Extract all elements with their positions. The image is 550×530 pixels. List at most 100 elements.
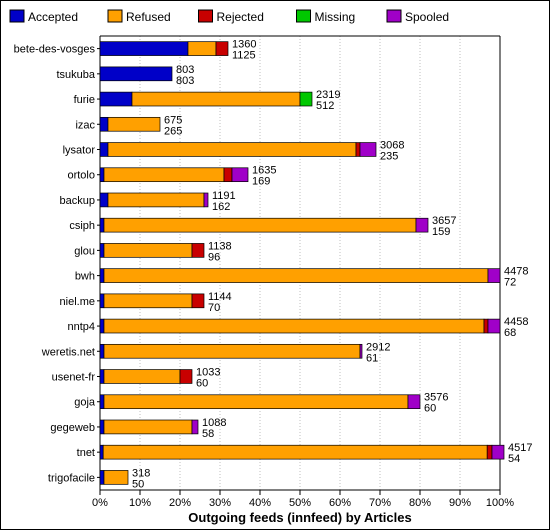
bar-segment-refused: [188, 42, 216, 56]
value-articles: 72: [504, 277, 516, 289]
bar-segment-refused: [104, 218, 416, 232]
value-articles: 68: [504, 327, 516, 339]
x-tick-label: 10%: [129, 497, 151, 509]
bar-segment-spooled: [408, 395, 420, 409]
value-articles: 169: [252, 176, 270, 188]
legend-swatch-rejected: [199, 10, 213, 22]
x-tick-label: 100%: [486, 497, 514, 509]
bar-segment-accepted: [100, 294, 104, 308]
value-articles: 61: [366, 352, 378, 364]
bar-segment-rejected: [192, 243, 204, 257]
x-tick-label: 60%: [329, 497, 351, 509]
bar-segment-refused: [103, 445, 487, 459]
value-articles: 58: [202, 428, 214, 440]
category-label: goja: [74, 397, 96, 409]
category-label: glou: [74, 245, 95, 257]
bar-segment-spooled: [204, 193, 208, 207]
bar-segment-spooled: [488, 269, 500, 283]
value-articles: 159: [432, 226, 450, 238]
category-label: tnet: [77, 447, 95, 459]
legend-label: Refused: [126, 10, 171, 24]
category-label: bete-des-vosges: [14, 44, 96, 56]
category-label: trigofacile: [48, 472, 95, 484]
x-axis-title: Outgoing feeds (innfeed) by Articles: [188, 510, 411, 525]
bar-segment-rejected: [484, 319, 488, 333]
category-label: gegeweb: [50, 422, 95, 434]
bar-segment-refused: [104, 168, 224, 182]
legend-label: Missing: [315, 10, 356, 24]
value-articles: 70: [208, 302, 220, 314]
bar-segment-rejected: [487, 445, 492, 459]
category-label: backup: [60, 195, 95, 207]
x-tick-label: 90%: [449, 497, 471, 509]
legend-swatch-spooled: [387, 10, 401, 22]
bar-segment-refused: [104, 319, 484, 333]
x-tick-label: 20%: [169, 497, 191, 509]
value-articles: 265: [164, 125, 182, 137]
bar-segment-accepted: [100, 193, 108, 207]
bar-segment-accepted: [100, 445, 103, 459]
value-articles: 803: [176, 75, 194, 87]
bar-segment-spooled: [488, 319, 500, 333]
legend-swatch-accepted: [10, 10, 24, 22]
bar-segment-accepted: [100, 269, 104, 283]
x-tick-label: 50%: [289, 497, 311, 509]
value-articles: 235: [380, 151, 398, 163]
x-tick-label: 0%: [92, 497, 108, 509]
bar-segment-rejected: [192, 294, 204, 308]
bar-segment-spooled: [416, 218, 428, 232]
bar-segment-spooled: [232, 168, 248, 182]
outgoing-feeds-chart: Accepted Refused Rejected Missing Spooled 0% 1…: [0, 0, 550, 530]
x-tick-label: 30%: [209, 497, 231, 509]
bar-segment-spooled: [192, 420, 198, 434]
bar-segment-accepted: [100, 117, 108, 131]
bar-segment-accepted: [100, 395, 104, 409]
bar-segment-refused: [104, 395, 408, 409]
bar-segment-accepted: [100, 370, 104, 384]
bar-segment-accepted: [100, 218, 104, 232]
legend-label: Accepted: [28, 10, 78, 24]
bar-segment-spooled: [492, 445, 504, 459]
category-label: niel.me: [60, 296, 95, 308]
legend-label: Spooled: [405, 10, 449, 24]
legend-label: Rejected: [217, 10, 264, 24]
category-label: csiph: [69, 220, 95, 232]
bar-segment-missing: [300, 92, 312, 106]
category-label: tsukuba: [56, 69, 95, 81]
bar-segment-refused: [108, 143, 356, 157]
bar-segment-accepted: [100, 319, 104, 333]
value-articles: 60: [424, 403, 436, 415]
bar-segment-refused: [104, 420, 192, 434]
category-label: bwh: [75, 271, 95, 283]
bar-segment-refused: [132, 92, 300, 106]
x-tick-label: 70%: [369, 497, 391, 509]
bar-segment-refused: [104, 294, 192, 308]
value-articles: 54: [508, 453, 520, 465]
category-label: ortolo: [67, 170, 95, 182]
legend-swatch-missing: [297, 10, 311, 22]
value-articles: 96: [208, 251, 220, 263]
legend-swatch-refused: [108, 10, 122, 22]
bar-segment-accepted: [100, 67, 172, 81]
bar-segment-accepted: [100, 344, 104, 358]
category-label: usenet-fr: [52, 372, 96, 384]
value-articles: 50: [132, 478, 144, 490]
category-label: izac: [75, 119, 95, 131]
bar-segment-accepted: [100, 143, 108, 157]
bar-segment-refused: [104, 370, 180, 384]
value-articles: 60: [196, 378, 208, 390]
bar-segment-rejected: [216, 42, 228, 56]
value-articles: 512: [316, 100, 334, 112]
bar-segment-refused: [104, 470, 128, 484]
category-label: lysator: [63, 145, 96, 157]
bar-segment-rejected: [356, 143, 360, 157]
bar-segment-accepted: [100, 470, 104, 484]
bar-segment-accepted: [100, 42, 188, 56]
bar-segment-refused: [104, 243, 192, 257]
value-articles: 162: [212, 201, 230, 213]
bar-segment-refused: [108, 117, 160, 131]
bar-segment-accepted: [100, 420, 104, 434]
bar-segment-accepted: [100, 168, 104, 182]
bar-segment-accepted: [100, 92, 132, 106]
category-label: nntp4: [67, 321, 95, 333]
